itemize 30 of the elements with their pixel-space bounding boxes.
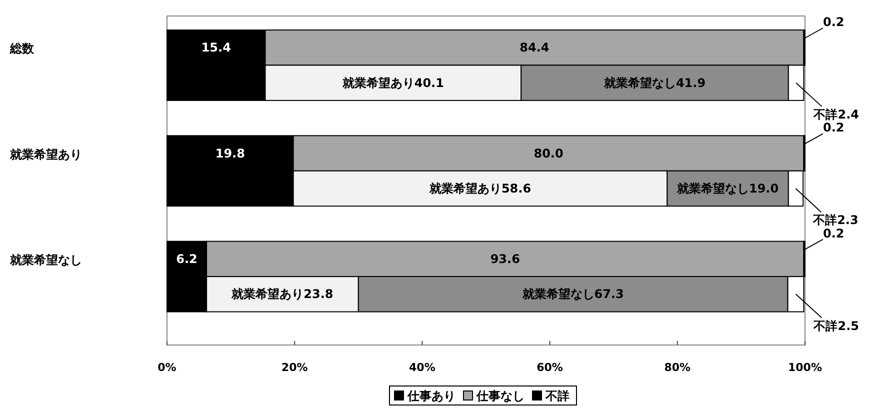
- x-tick-label: 40%: [409, 361, 436, 374]
- y-tick-label: 就業希望あり: [9, 147, 82, 162]
- data-label: 不詳2.3: [812, 213, 858, 228]
- x-tick-label: 0%: [158, 361, 176, 374]
- legend-label: 仕事あり: [406, 389, 456, 403]
- data-label: 6.2: [176, 252, 198, 266]
- data-label: 0.2: [823, 120, 844, 135]
- data-label: 0.2: [823, 15, 844, 29]
- data-label: 不詳2.4: [812, 107, 859, 122]
- data-label: 84.4: [520, 40, 550, 55]
- data-label: 不詳2.5: [812, 318, 859, 333]
- data-label: 0.2: [823, 226, 844, 240]
- data-label: 80.0: [534, 146, 564, 160]
- x-tick-label: 60%: [536, 361, 563, 374]
- data-label: 就業希望あり58.6: [428, 182, 532, 196]
- data-label: 93.6: [490, 252, 520, 266]
- y-tick-label: 就業希望なし: [9, 252, 82, 267]
- x-tick-label: 80%: [664, 361, 691, 374]
- x-tick-label: 20%: [281, 361, 308, 374]
- data-label: 就業希望なし19.0: [676, 182, 779, 196]
- x-tick-label: 100%: [788, 361, 822, 374]
- data-label: 就業希望なし41.9: [602, 76, 706, 90]
- data-label: 就業希望あり23.8: [230, 287, 334, 302]
- legend-label: 仕事なし: [476, 389, 524, 403]
- y-tick-label: 総数: [9, 42, 35, 56]
- data-label: 就業希望あり40.1: [341, 76, 444, 90]
- data-label: 15.4: [201, 40, 231, 55]
- data-label: 19.8: [215, 146, 245, 160]
- legend-label: 不詳: [544, 389, 570, 403]
- data-label: 就業希望なし67.3: [521, 287, 624, 302]
